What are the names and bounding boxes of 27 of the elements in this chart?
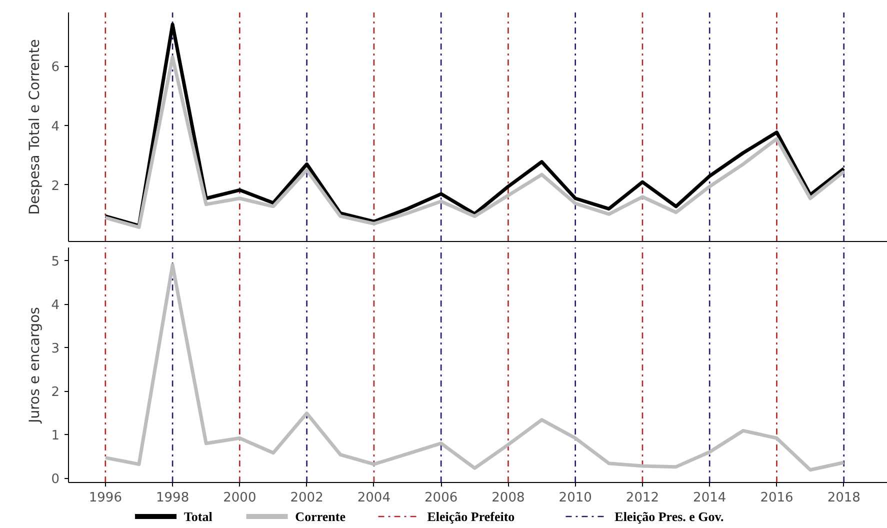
x-tick-label: 2004: [357, 490, 390, 506]
y-tick-label: 2: [51, 178, 60, 194]
legend-label: Total: [184, 509, 213, 524]
x-tick-label: 2016: [760, 490, 794, 506]
x-tick-label: 2018: [827, 490, 860, 506]
y-tick-label: 5: [51, 254, 60, 270]
y-tick-label: 6: [51, 60, 60, 76]
y-tick-label: 2: [51, 385, 60, 400]
y-tick-label: 0: [51, 472, 60, 488]
x-tick-label: 2008: [492, 490, 525, 506]
x-tick-label: 2012: [626, 490, 660, 506]
legend-label: Eleição Pres. e Gov.: [614, 509, 724, 524]
x-tick-label: 2000: [223, 490, 256, 506]
legend-label: Eleição Prefeito: [427, 509, 515, 524]
y-axis-title: Despesa Total e Corrente: [27, 39, 44, 215]
y-tick-label: 3: [51, 342, 60, 357]
y-tick-label: 4: [51, 298, 60, 314]
x-tick-label: 2006: [424, 490, 458, 506]
x-tick-label: 2010: [558, 490, 592, 506]
legend-label: Corrente: [295, 509, 346, 524]
x-tick-label: 1998: [156, 490, 190, 506]
x-tick-label: 1996: [88, 490, 122, 506]
y-tick-label: 1: [51, 428, 60, 444]
x-tick-label: 2002: [290, 490, 324, 506]
y-axis-title: Juros e encargos: [27, 307, 44, 424]
y-tick-label: 4: [51, 120, 60, 135]
x-tick-label: 2014: [693, 490, 726, 506]
